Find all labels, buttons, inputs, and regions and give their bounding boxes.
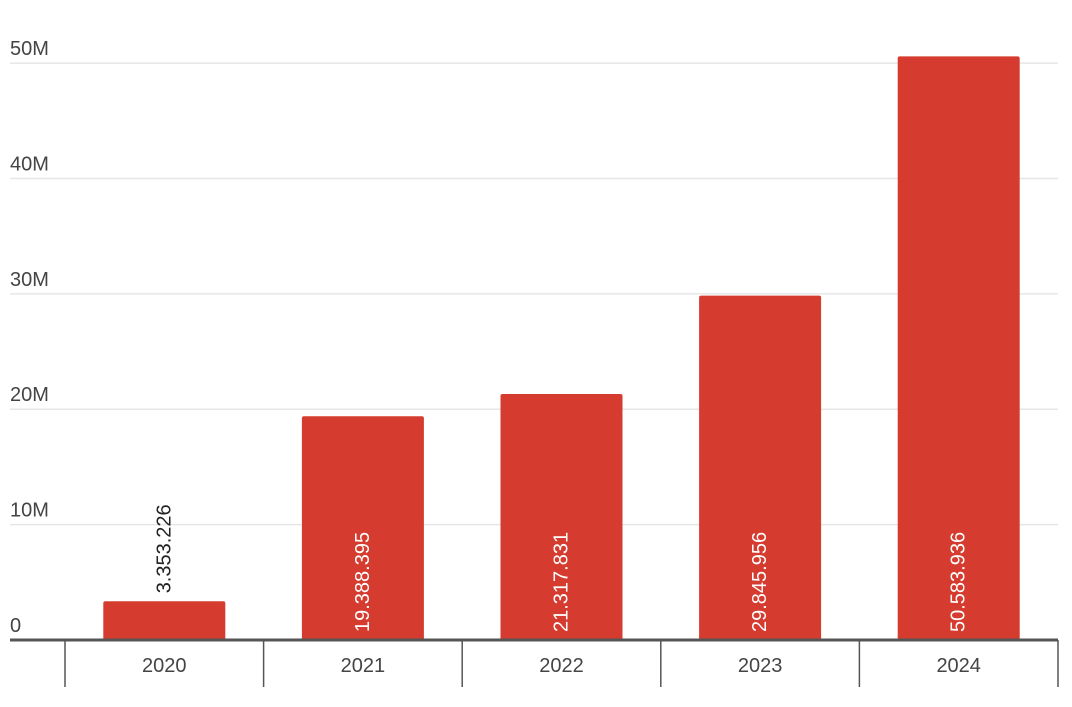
bar <box>897 56 1020 641</box>
bar <box>103 601 226 640</box>
bars <box>103 56 1020 641</box>
x-tick-label: 2020 <box>142 655 187 677</box>
y-tick-label: 30M <box>10 269 49 291</box>
y-tick-label: 20M <box>10 384 49 406</box>
y-axis-tick-labels: 0 10M 20M 30M 40M 50M <box>10 38 49 637</box>
x-tick-label: 2021 <box>341 655 386 677</box>
x-tick-label: 2023 <box>738 655 783 677</box>
data-label: 19.388.395 <box>352 532 374 632</box>
data-label: 21.317.831 <box>551 532 573 632</box>
y-tick-label: 10M <box>10 500 49 522</box>
y-tick-label: 40M <box>10 153 49 175</box>
y-tick-label: 0 <box>10 615 21 637</box>
data-label: 29.845.956 <box>749 532 771 632</box>
x-axis: 2020 2021 2022 2023 2024 <box>10 638 1059 687</box>
data-label: 3.353.226 <box>153 504 175 593</box>
bar <box>301 416 424 640</box>
bar <box>500 394 623 640</box>
data-label: 50.583.936 <box>948 532 970 632</box>
gridlines <box>10 62 1058 526</box>
x-tick-label: 2024 <box>936 655 981 677</box>
data-labels: 3.353.226 19.388.395 21.317.831 29.845.956 5… <box>153 504 969 632</box>
y-tick-label: 50M <box>10 38 49 60</box>
x-tick-label: 2022 <box>539 655 584 677</box>
bar <box>699 295 822 640</box>
